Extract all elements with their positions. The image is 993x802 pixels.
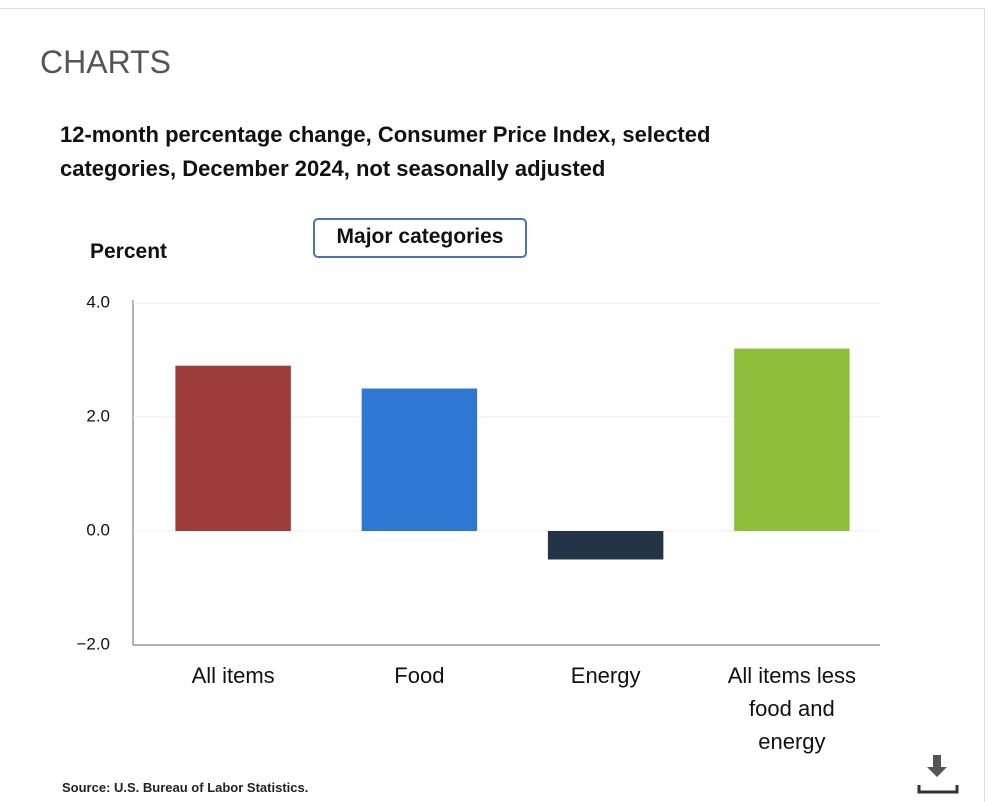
x-tick-label: All items less food and energy xyxy=(727,663,857,754)
bar xyxy=(361,388,478,531)
y-tick-label: 4.0 xyxy=(86,292,110,311)
source-note: Source: U.S. Bureau of Labor Statistics. xyxy=(62,780,309,795)
x-tick-label: All items xyxy=(191,663,275,688)
y-tick-label: −2.0 xyxy=(76,634,110,653)
bar xyxy=(175,365,291,531)
download-icon[interactable] xyxy=(917,755,959,794)
bar xyxy=(734,348,850,531)
section-header: CHARTS xyxy=(40,44,171,80)
card-frame xyxy=(0,8,985,802)
y-tick-label: 0.0 xyxy=(86,520,110,539)
bar xyxy=(547,531,664,560)
y-tick-label: 2.0 xyxy=(86,406,110,425)
chart-title: 12-month percentage change, Consumer Pri… xyxy=(60,122,711,181)
y-axis-label: Percent xyxy=(90,240,168,263)
x-tick-label: Food xyxy=(394,663,445,688)
category-selector[interactable]: Major categories xyxy=(313,218,527,258)
x-tick-label: Energy xyxy=(570,663,641,688)
